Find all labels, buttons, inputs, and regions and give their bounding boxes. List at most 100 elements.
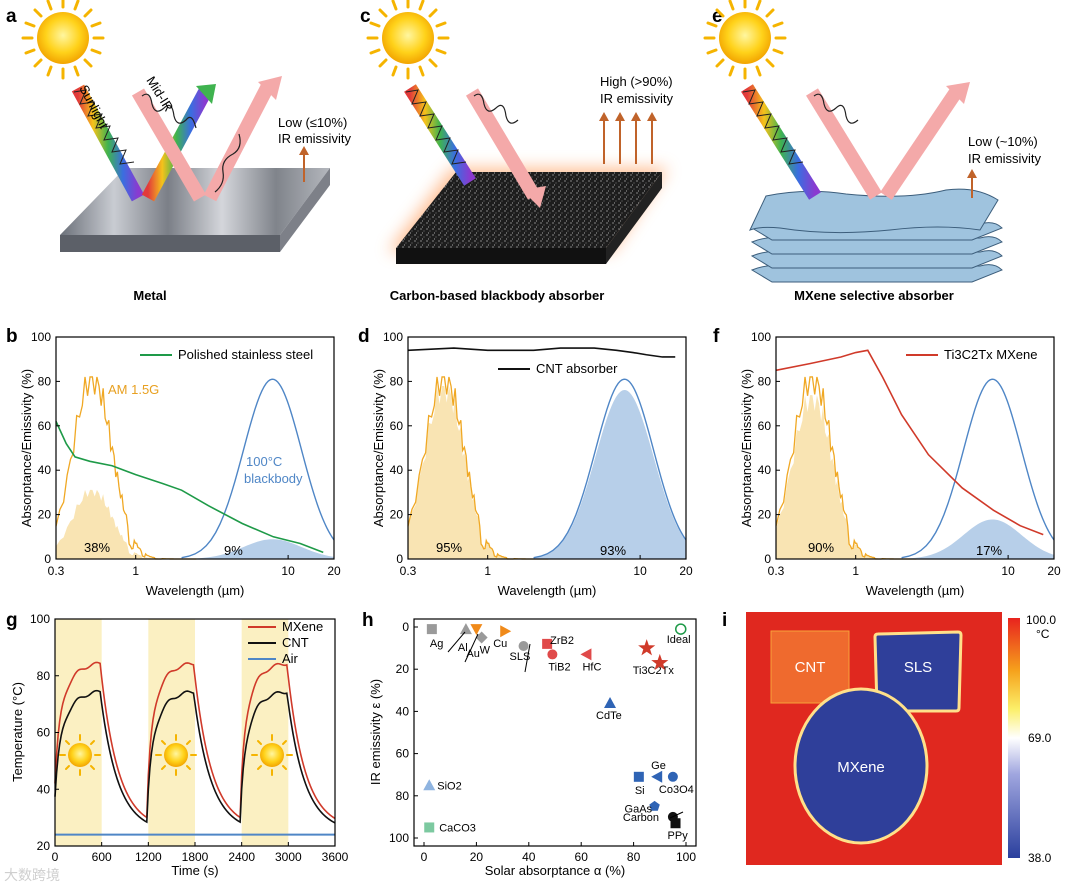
x-tick-label: 1800 bbox=[182, 850, 209, 864]
y-axis-label: Absorptance/Emissivity (%) bbox=[371, 369, 386, 527]
panel-i: i CNT SLS MXene 100.0 °C 69.0 38.0 bbox=[722, 610, 1056, 865]
x-axis-label: Solar absorptance α (%) bbox=[485, 863, 625, 878]
mxene-layers bbox=[749, 188, 1003, 283]
axes-frame bbox=[407, 336, 687, 560]
emissivity-line1: Low (≤10%) bbox=[278, 115, 347, 130]
light-on-band bbox=[148, 619, 195, 846]
cnt-label: CNT bbox=[795, 659, 826, 676]
solar-absorbed-area bbox=[56, 489, 197, 559]
point-label: CaCO3 bbox=[439, 822, 476, 834]
x-tick-label: 1200 bbox=[135, 850, 162, 864]
marker-tib2 bbox=[547, 649, 558, 660]
scale-min: 38.0 bbox=[1028, 851, 1052, 865]
x-tick-label: 20 bbox=[470, 850, 484, 864]
solar-pct: 90% bbox=[808, 540, 834, 555]
point-label: W bbox=[480, 645, 491, 657]
emissivity-line1: High (>90%) bbox=[600, 74, 673, 89]
point-label: PPy bbox=[668, 830, 689, 842]
x-tick-label: 600 bbox=[92, 850, 112, 864]
cnt-sample bbox=[770, 630, 850, 704]
marker-cdte bbox=[604, 696, 617, 708]
caption-mxene: MXene selective absorber bbox=[794, 288, 954, 303]
y-tick-label: 40 bbox=[396, 704, 410, 718]
marker-ideal bbox=[675, 623, 687, 635]
panel-letter-h: h bbox=[362, 610, 374, 631]
sun-icon bbox=[251, 734, 293, 776]
point-label: CdTe bbox=[596, 710, 622, 722]
point-label: SiO2 bbox=[437, 780, 461, 792]
point-label: HfC bbox=[582, 661, 601, 673]
marker-al bbox=[459, 623, 472, 635]
x-tick-label: 1 bbox=[484, 564, 491, 578]
panel-letter-i: i bbox=[722, 610, 727, 631]
y-tick-label: 20 bbox=[37, 839, 51, 853]
solar-label: AM 1.5G bbox=[108, 382, 159, 397]
sls-sample bbox=[873, 630, 963, 713]
sun-icon bbox=[366, 0, 450, 80]
y-tick-label: 60 bbox=[758, 419, 772, 433]
axes-frame bbox=[55, 336, 335, 560]
panel-c: c High (>90%) IR emissivity Carbon-based… bbox=[360, 0, 673, 303]
ir-pct: 17% bbox=[976, 543, 1002, 558]
x-axis-label: Wavelength (µm) bbox=[146, 583, 245, 598]
x-tick-label: 40 bbox=[522, 850, 536, 864]
marker-ti3c2tx-star bbox=[651, 653, 669, 671]
emission-arrows bbox=[603, 118, 653, 164]
panel-letter-c: c bbox=[360, 6, 371, 27]
marker-zrb2 bbox=[542, 638, 553, 649]
sunlight-ray bbox=[404, 84, 476, 186]
light-on-band bbox=[55, 619, 102, 846]
axes-frame bbox=[413, 618, 697, 847]
legend-label: Air bbox=[282, 651, 299, 666]
panel-letter-e: e bbox=[712, 6, 723, 27]
ir-emitted-area bbox=[181, 539, 334, 559]
x-tick-label: 0.3 bbox=[768, 564, 785, 578]
marker-cu bbox=[500, 625, 512, 638]
cnt-curve bbox=[407, 347, 676, 358]
y-tick-label: 80 bbox=[396, 789, 410, 803]
x-tick-label: 1 bbox=[132, 564, 139, 578]
point-label: Ag bbox=[430, 638, 443, 650]
x-tick-label: 3600 bbox=[322, 850, 349, 864]
mxene-curve bbox=[775, 349, 1044, 536]
point-label: GaAs bbox=[625, 803, 653, 815]
carbon-slab-top bbox=[396, 172, 662, 248]
marker-au bbox=[470, 624, 483, 636]
panel-letter-a: a bbox=[6, 6, 17, 27]
y-tick-label: 20 bbox=[396, 662, 410, 676]
color-scale-bar bbox=[1008, 618, 1020, 858]
solar-absorbed-area bbox=[408, 386, 549, 559]
y-tick-label: 100 bbox=[751, 330, 771, 344]
x-tick-label: 0 bbox=[421, 850, 428, 864]
legend-label: CNT bbox=[282, 635, 309, 650]
panel-f: f 0.3 1 10 20 0 20 40 60 80 100 Ti3C2Tx MXene 90%… bbox=[713, 326, 1061, 598]
blackbody-line bbox=[181, 378, 335, 559]
y-tick-label: 60 bbox=[38, 419, 52, 433]
x-tick-label: 1 bbox=[852, 564, 859, 578]
point-label: Cu bbox=[493, 638, 507, 650]
marker-hfc bbox=[580, 648, 592, 661]
marker-ti3c2tx-star bbox=[638, 639, 656, 656]
solar-pct: 95% bbox=[436, 540, 462, 555]
marker-si bbox=[633, 771, 644, 782]
y-axis-label: Temperature (°C) bbox=[10, 682, 25, 782]
y-tick-label: 80 bbox=[37, 669, 51, 683]
emissivity-line2: IR emissivity bbox=[278, 131, 351, 146]
y-tick-label: 20 bbox=[758, 508, 772, 522]
x-tick-label: 10 bbox=[281, 564, 295, 578]
panel-b: b 0.3 1 10 20 0 20 40 60 80 100 Polished stainles… bbox=[6, 326, 341, 598]
y-tick-label: 100 bbox=[30, 612, 50, 626]
point-label: Si bbox=[635, 785, 645, 797]
x-tick-label: 60 bbox=[575, 850, 589, 864]
marker-caco3 bbox=[424, 822, 435, 833]
y-tick-label: 20 bbox=[38, 508, 52, 522]
ir-pct: 9% bbox=[224, 543, 243, 558]
x-tick-label: 100 bbox=[676, 850, 696, 864]
point-label: Ideal bbox=[667, 634, 691, 646]
x-tick-label: 20 bbox=[1047, 564, 1061, 578]
y-tick-label: 60 bbox=[37, 726, 51, 740]
y-tick-label: 0 bbox=[402, 620, 409, 634]
bb-label-2: blackbody bbox=[244, 471, 303, 486]
